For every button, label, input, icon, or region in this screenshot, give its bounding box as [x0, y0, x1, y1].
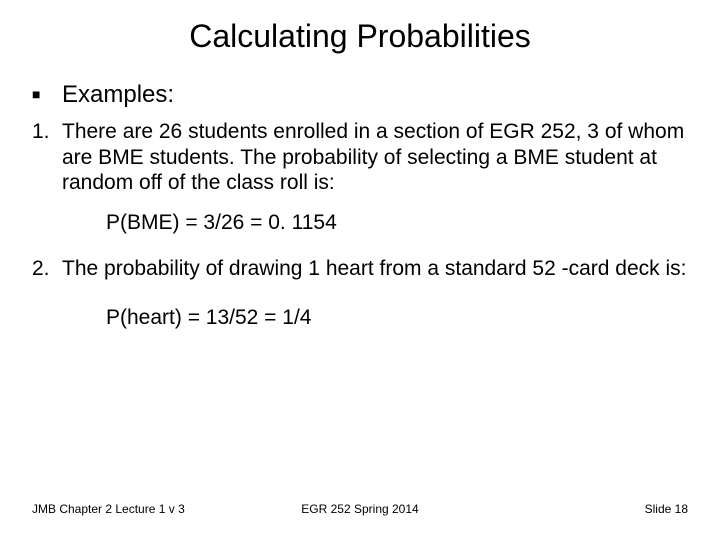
bullet-text: Examples: — [62, 80, 688, 109]
list-item: 2. The probability of drawing 1 heart fr… — [32, 256, 688, 282]
item1-formula: P(BME) = 3/26 = 0. 1154 — [106, 210, 688, 236]
list-item: 1. There are 26 students enrolled in a s… — [32, 119, 688, 196]
footer-left: JMB Chapter 2 Lecture 1 v 3 — [32, 502, 185, 516]
slide-body: ■ Examples: 1. There are 26 students enr… — [32, 80, 688, 351]
item2-formula: P(heart) = 13/52 = 1/4 — [106, 305, 688, 331]
footer: JMB Chapter 2 Lecture 1 v 3 EGR 252 Spri… — [32, 502, 688, 516]
item1-text: There are 26 students enrolled in a sect… — [62, 119, 688, 196]
slide-title: Calculating Probabilities — [0, 18, 720, 55]
footer-right: Slide 18 — [645, 502, 688, 516]
spacer — [32, 281, 688, 291]
slide: Calculating Probabilities ■ Examples: 1.… — [0, 0, 720, 540]
bullet-examples: ■ Examples: — [32, 80, 688, 109]
list-number-1: 1. — [32, 119, 62, 145]
item2-text: The probability of drawing 1 heart from … — [62, 256, 688, 282]
list-number-2: 2. — [32, 256, 62, 282]
square-bullet-icon: ■ — [32, 80, 62, 103]
